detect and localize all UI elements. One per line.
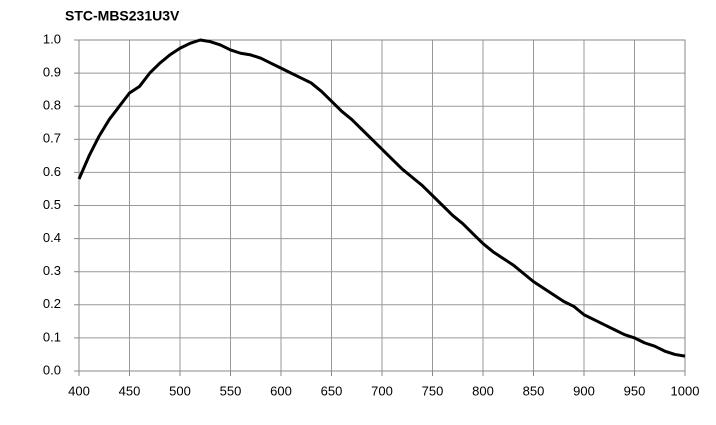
y-tick-label: 0.2 xyxy=(43,296,61,311)
data-line xyxy=(77,38,686,358)
y-tick-label: 1.0 xyxy=(43,31,61,46)
y-tick-label: 0.7 xyxy=(43,131,61,146)
x-tick-label: 850 xyxy=(523,383,545,398)
x-tick-label: 400 xyxy=(68,383,90,398)
chart-title: STC-MBS231U3V xyxy=(65,8,180,24)
x-tick-label: 700 xyxy=(371,383,393,398)
y-tick-label: 0.6 xyxy=(43,164,61,179)
x-tick-label: 450 xyxy=(119,383,141,398)
y-tick-label: 0.4 xyxy=(43,230,61,245)
x-tick-label: 650 xyxy=(321,383,343,398)
x-tick-label: 1000 xyxy=(671,383,700,398)
y-tick-label: 0.0 xyxy=(43,362,61,377)
y-tick-label: 0.5 xyxy=(43,197,61,212)
y-tick-label: 0.1 xyxy=(43,329,61,344)
x-tick-label: 600 xyxy=(270,383,292,398)
x-tick-label: 550 xyxy=(220,383,242,398)
x-tick-label: 950 xyxy=(624,383,646,398)
x-tick-label: 800 xyxy=(472,383,494,398)
x-tick-label: 500 xyxy=(169,383,191,398)
y-tick-label: 0.3 xyxy=(43,263,61,278)
y-tick-label: 0.9 xyxy=(43,65,61,80)
plot-border xyxy=(78,39,686,372)
x-tick-label: 750 xyxy=(422,383,444,398)
x-tick-label: 900 xyxy=(573,383,595,398)
y-tick-label: 0.8 xyxy=(43,98,61,113)
